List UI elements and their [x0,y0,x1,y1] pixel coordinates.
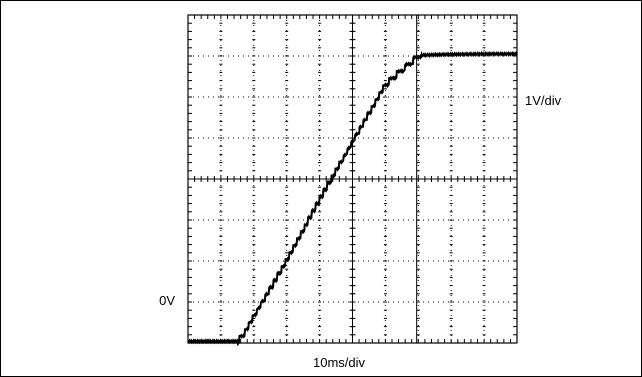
voltage-trace [187,50,518,347]
graticule-ticks [187,14,518,344]
horizontal-scale-label: 10ms/div [313,355,366,370]
vertical-scale-label: 1V/div [525,93,562,108]
zero-volt-reference-label: 0V [159,293,175,308]
